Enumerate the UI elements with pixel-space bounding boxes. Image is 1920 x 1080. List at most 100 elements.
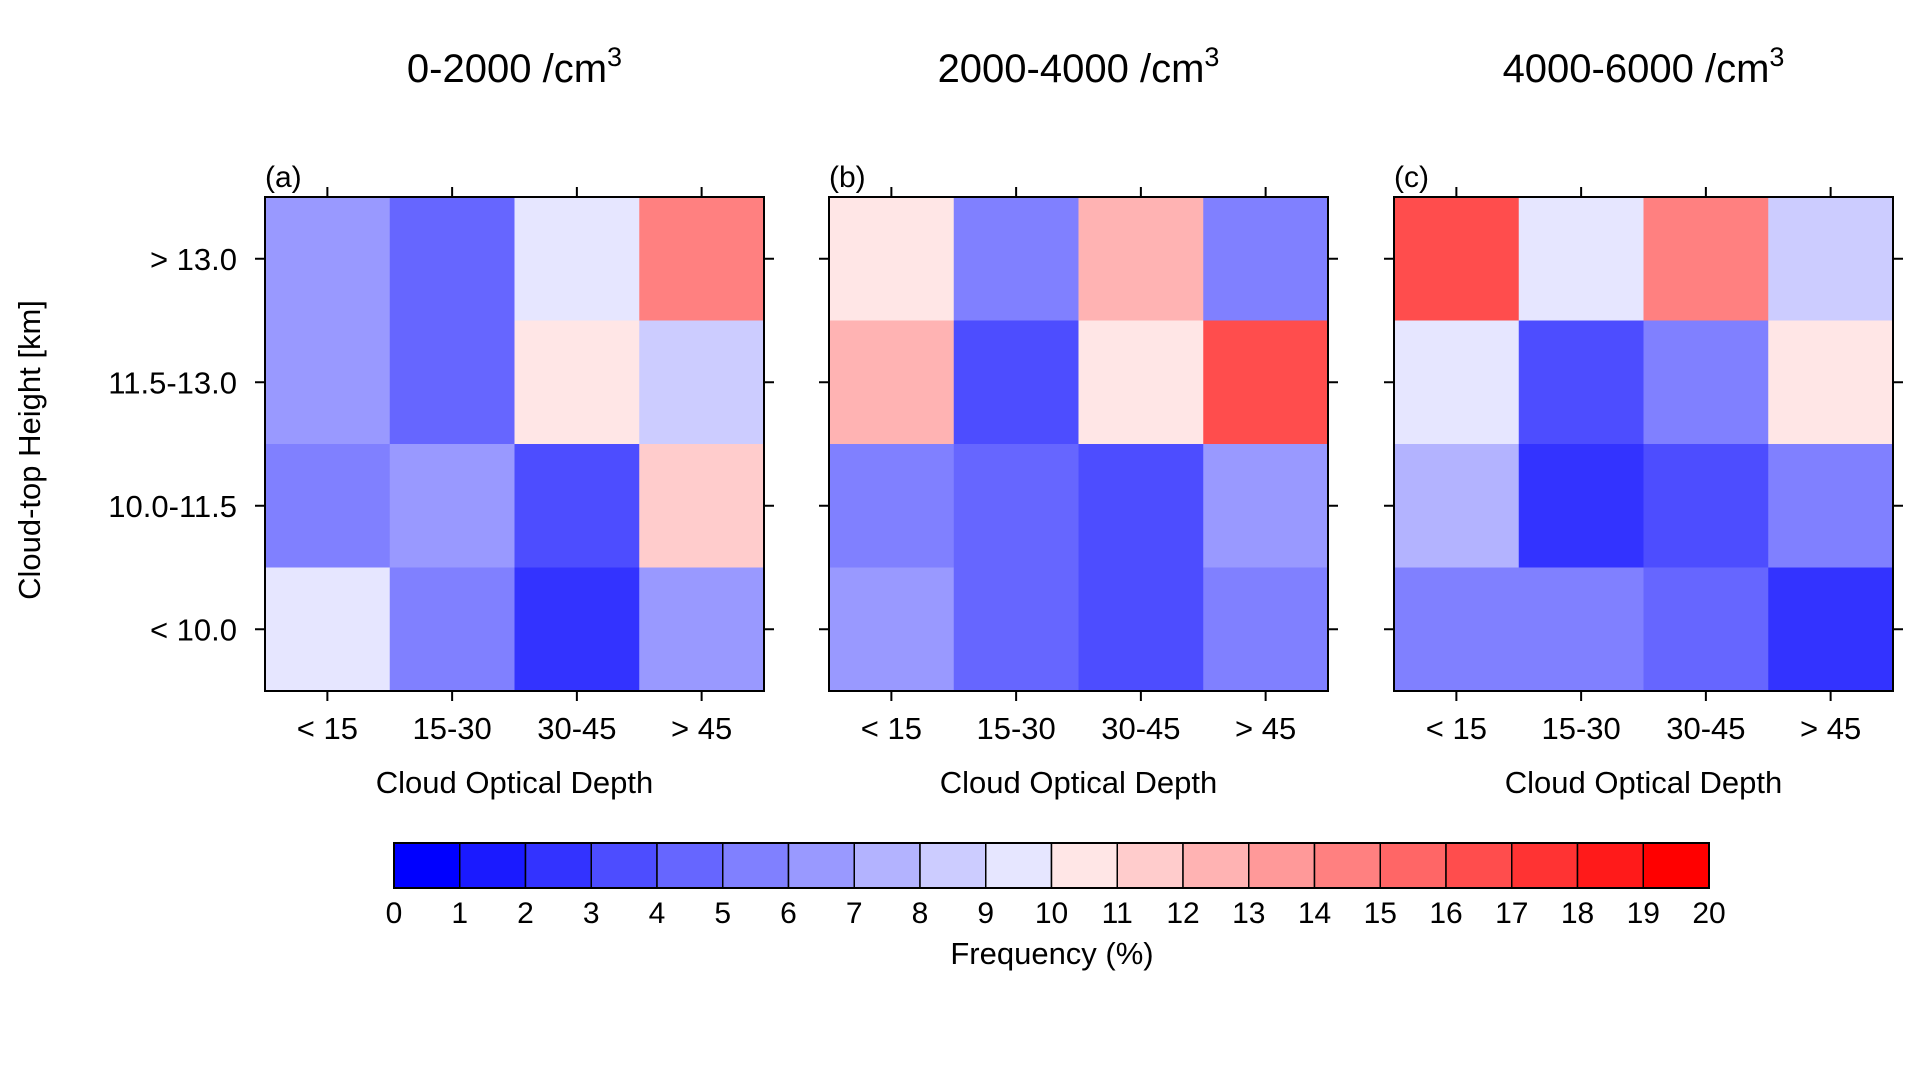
heatmap-cell	[1518, 567, 1645, 692]
heatmap-cell	[1394, 320, 1520, 445]
heatmap-cell	[1643, 444, 1769, 569]
heatmap-cell	[1203, 197, 1329, 322]
heatmap-cell	[514, 444, 640, 569]
colorbar-swatch	[393, 842, 461, 889]
colorbar-swatch	[853, 842, 921, 889]
x-tick-label: > 45	[1800, 711, 1861, 746]
heatmap-cell	[953, 197, 1080, 322]
panel-title: 4000-6000 /cm3	[1503, 42, 1785, 91]
x-tick-label: 30-45	[537, 711, 616, 746]
heatmap-cell	[389, 197, 516, 322]
y-tick-label: 10.0-11.5	[108, 489, 237, 524]
x-axis-label: Cloud Optical Depth	[376, 765, 653, 800]
heatmap-cell	[1203, 444, 1329, 569]
panel-frame	[264, 196, 765, 692]
panel-label: (a)	[265, 161, 302, 194]
colorbar-swatch	[985, 842, 1053, 889]
colorbar-swatch	[1576, 842, 1644, 889]
colorbar-swatch	[1511, 842, 1579, 889]
heatmap-cell	[1768, 320, 1894, 445]
heatmap-cell	[639, 197, 765, 322]
colorbar-swatch	[1642, 842, 1710, 889]
colorbar-swatch	[787, 842, 855, 889]
colorbar-swatch	[1379, 842, 1447, 889]
heatmap-cell	[1203, 567, 1329, 692]
colorbar-swatch	[524, 842, 592, 889]
x-tick-label: 30-45	[1101, 711, 1180, 746]
colorbar-swatch	[1248, 842, 1316, 889]
heatmap-cell	[389, 444, 516, 569]
heatmap-cell	[389, 567, 516, 692]
x-axis-label: Cloud Optical Depth	[940, 765, 1217, 800]
colorbar-tick-label: 20	[1692, 897, 1725, 930]
x-tick-label: 15-30	[412, 711, 491, 746]
panel-a: < 15 15-30 30-45 > 45 > 13.0 11.5-13.0 10.0-11…	[108, 42, 774, 800]
heatmap-cell	[829, 567, 955, 692]
colorbar-tick-label: 13	[1232, 897, 1265, 930]
heatmap-cell	[1078, 444, 1204, 569]
heatmap-cell	[265, 197, 391, 322]
colorbar: 0 1 2 3 4 5 6 7 8 9 10 11 12 13 14 15 16 17 18 19 20	[386, 842, 1726, 930]
colorbar-tick-label: 15	[1364, 897, 1397, 930]
x-tick-label: 30-45	[1666, 711, 1745, 746]
colorbar-swatch	[1313, 842, 1381, 889]
heatmap-cell	[1203, 320, 1329, 445]
colorbar-swatch	[590, 842, 658, 889]
colorbar-tick-label: 6	[780, 897, 797, 930]
colorbar-tick-label: 5	[714, 897, 731, 930]
x-tick-label: > 45	[671, 711, 732, 746]
heatmap-cell	[389, 320, 516, 445]
heatmap-cell	[639, 444, 765, 569]
heatmap-cell	[1768, 567, 1894, 692]
heatmap-cell	[829, 444, 955, 569]
heatmap-cell	[1518, 320, 1645, 445]
heatmap-cell	[1643, 567, 1769, 692]
colorbar-tick-label: 12	[1166, 897, 1199, 930]
heatmap-cell	[514, 197, 640, 322]
y-tick-label: < 10.0	[150, 612, 237, 647]
colorbar-tick-label: 1	[451, 897, 468, 930]
colorbar-tick-label: 4	[649, 897, 666, 930]
colorbar-tick-label: 9	[977, 897, 994, 930]
heatmap-cell	[265, 444, 391, 569]
heatmap-cell	[1078, 567, 1204, 692]
colorbar-tick-label: 10	[1035, 897, 1068, 930]
heatmap-cell	[639, 320, 765, 445]
heatmap-cell	[953, 567, 1080, 692]
colorbar-swatch	[656, 842, 724, 889]
heatmap-cell	[1768, 444, 1894, 569]
panel-title: 2000-4000 /cm3	[938, 42, 1220, 91]
colorbar-swatch	[919, 842, 987, 889]
colorbar-swatch	[1050, 842, 1118, 889]
colorbar-tick-label: 3	[583, 897, 600, 930]
panel-b: < 15 15-30 30-45 > 45 (b) 2000-4000 /cm3 Cloud…	[819, 42, 1338, 800]
y-tick-label: 11.5-13.0	[108, 365, 237, 400]
heatmap-cell	[1518, 197, 1645, 322]
x-tick-label: < 15	[861, 711, 922, 746]
colorbar-label: Frequency (%)	[950, 936, 1153, 971]
heatmap-cell	[1394, 567, 1520, 692]
y-tick-label: > 13.0	[150, 242, 237, 277]
heatmap-cell	[265, 320, 391, 445]
colorbar-swatch	[1445, 842, 1513, 889]
heatmap-cell	[829, 197, 955, 322]
colorbar-tick-label: 16	[1429, 897, 1462, 930]
colorbar-frame	[393, 842, 1710, 889]
y-axis-label: Cloud-top Height [km]	[12, 300, 47, 600]
colorbar-swatch	[722, 842, 790, 889]
colorbar-tick-label: 11	[1102, 897, 1133, 930]
colorbar-tick-label: 14	[1298, 897, 1331, 930]
panel-frame	[1393, 196, 1894, 692]
colorbar-swatch	[459, 842, 527, 889]
colorbar-tick-label: 2	[517, 897, 534, 930]
panel-frame	[828, 196, 1329, 692]
panel-title: 0-2000 /cm3	[407, 42, 622, 91]
colorbar-swatch	[1116, 842, 1184, 889]
x-tick-label: < 15	[1426, 711, 1487, 746]
colorbar-tick-label: 17	[1495, 897, 1528, 930]
panels: < 15 15-30 30-45 > 45 > 13.0 11.5-13.0 10.0-11…	[108, 42, 1903, 800]
heatmap-cell	[639, 567, 765, 692]
panel-label: (b)	[829, 161, 866, 194]
heatmap-cell	[1078, 320, 1204, 445]
